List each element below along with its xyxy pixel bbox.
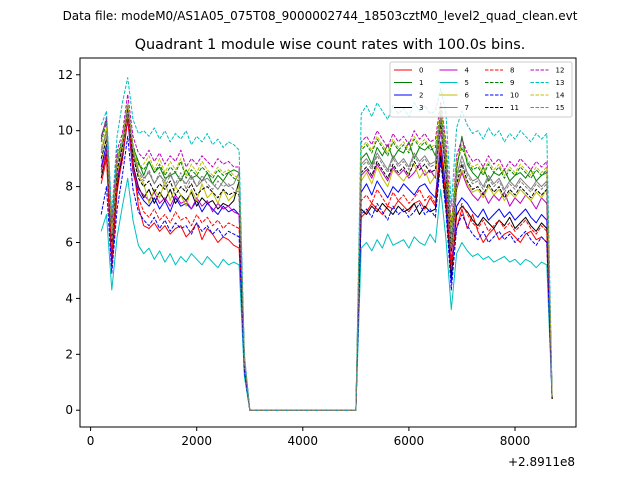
y-tick-label: 6 — [65, 236, 73, 250]
legend-label-14: 14 — [556, 92, 565, 100]
legend-label-7: 7 — [465, 104, 469, 112]
legend-label-11: 11 — [510, 104, 519, 112]
legend-label-8: 8 — [510, 67, 514, 75]
legend-label-9: 9 — [510, 79, 514, 87]
series-line-13 — [100, 77, 553, 411]
x-tick-label: 4000 — [288, 434, 319, 448]
legend-label-12: 12 — [556, 67, 565, 75]
x-offset-label: +2.8911e8 — [508, 455, 575, 469]
x-tick-label: 8000 — [500, 434, 531, 448]
legend-label-15: 15 — [556, 104, 565, 112]
legend-label-10: 10 — [510, 92, 519, 100]
series-line-14 — [100, 102, 553, 411]
legend-label-13: 13 — [556, 79, 565, 87]
legend-label-4: 4 — [465, 67, 470, 75]
axes-background — [80, 58, 576, 427]
series-line-9 — [100, 102, 553, 411]
y-tick-label: 12 — [58, 68, 73, 82]
chart-title: Quadrant 1 module wise count rates with … — [135, 37, 526, 53]
x-tick-label: 6000 — [394, 434, 425, 448]
legend-label-0: 0 — [419, 67, 423, 75]
series-layer — [100, 77, 553, 411]
x-tick-label: 2000 — [181, 434, 212, 448]
suptitle: Data file: modeM0/AS1A05_075T08_90000027… — [63, 9, 578, 23]
legend-label-5: 5 — [465, 79, 469, 87]
series-line-11 — [100, 107, 553, 411]
y-tick-label: 2 — [65, 347, 73, 361]
series-line-12 — [100, 93, 553, 411]
y-tick-label: 4 — [65, 291, 73, 305]
legend-label-2: 2 — [419, 92, 423, 100]
x-tick-label: 0 — [87, 434, 95, 448]
legend-label-6: 6 — [465, 92, 470, 100]
legend-frame — [389, 61, 573, 118]
plot-area — [80, 58, 576, 427]
series-line-15 — [100, 105, 553, 411]
y-tick-label: 0 — [65, 403, 73, 417]
legend-label-3: 3 — [419, 104, 423, 112]
legend-label-1: 1 — [419, 79, 423, 87]
y-tick-label: 8 — [65, 180, 73, 194]
y-tick-label: 10 — [58, 124, 73, 138]
